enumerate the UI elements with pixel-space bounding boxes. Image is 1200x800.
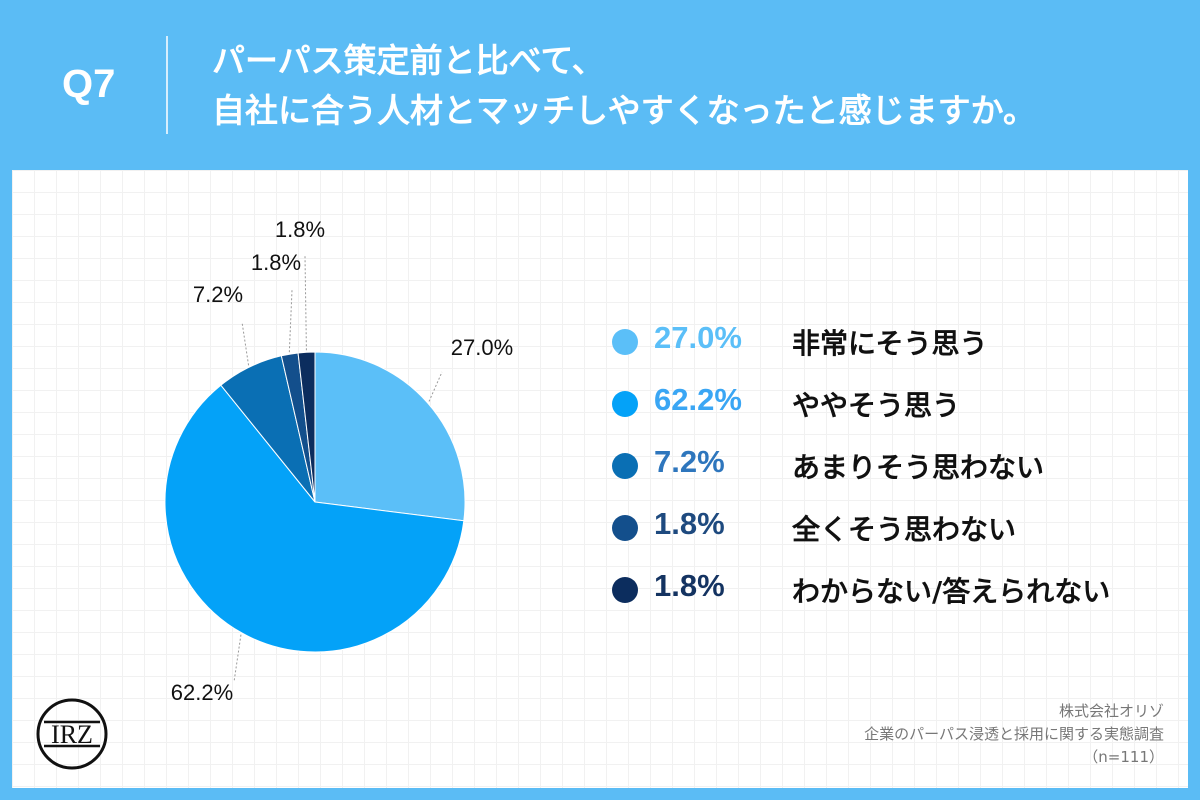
footer-company: 株式会社オリゾ <box>1058 702 1164 720</box>
footer-survey: 企業のパーパス浸透と採用に関する実態調査 <box>864 725 1164 743</box>
header-divider <box>166 36 168 134</box>
legend-item-2: 7.2% あまりそう思わない <box>612 440 1172 502</box>
legend-dot-icon <box>612 329 638 355</box>
data-label-0: 27.0% <box>451 335 513 360</box>
header: Q7 パーパス策定前と比べて、 自社に合う人材とマッチしやすくなったと感じますか… <box>0 0 1200 170</box>
question-title-line2: 自社に合う人材とマッチしやすくなったと感じますか。 <box>212 91 1037 130</box>
data-label-2: 7.2% <box>193 282 243 307</box>
legend-percent: 1.8% <box>654 568 725 603</box>
legend-dot-icon <box>612 453 638 479</box>
footer: 株式会社オリゾ 企業のパーパス浸透と採用に関する実態調査 （n=111） <box>864 700 1164 769</box>
legend-label: 非常にそう思う <box>792 327 988 360</box>
legend-percent: 62.2% <box>654 382 742 417</box>
orizo-logo: IRZ <box>36 698 108 770</box>
legend-label: ややそう思う <box>792 389 961 422</box>
data-label-1: 62.2% <box>171 680 233 705</box>
leader-line-0 <box>428 371 443 402</box>
legend-percent: 1.8% <box>654 506 725 541</box>
legend-item-3: 1.8% 全くそう思わない <box>612 502 1172 564</box>
legend-label: あまりそう思わない <box>792 451 1045 484</box>
chart-legend: 27.0% 非常にそう思う 62.2% ややそう思う 7.2% あまりそう思わない 1.8%… <box>612 316 1172 626</box>
data-label-4: 1.8% <box>275 217 325 242</box>
footer-sample: （n=111） <box>1083 748 1164 766</box>
legend-label: わからない/答えられない <box>792 575 1111 608</box>
legend-dot-icon <box>612 577 638 603</box>
legend-item-0: 27.0% 非常にそう思う <box>612 316 1172 378</box>
leader-line-3 <box>288 289 293 353</box>
legend-item-4: 1.8% わからない/答えられない <box>612 564 1172 626</box>
question-number: Q7 <box>62 62 116 106</box>
pie-slice-4 <box>297 351 316 503</box>
question-title: パーパス策定前と比べて、 自社に合う人材とマッチしやすくなったと感じますか。 <box>212 36 1036 136</box>
pie-slice-0 <box>314 351 466 522</box>
legend-item-1: 62.2% ややそう思う <box>612 378 1172 440</box>
logo-text: IRZ <box>51 720 93 749</box>
leader-line-4 <box>304 255 307 351</box>
legend-percent: 27.0% <box>654 320 742 355</box>
pie-slice-1 <box>164 384 465 653</box>
legend-label: 全くそう思わない <box>792 513 1017 546</box>
data-label-3: 1.8% <box>251 250 301 275</box>
legend-percent: 7.2% <box>654 444 725 479</box>
legend-dot-icon <box>612 391 638 417</box>
leader-line-2 <box>241 321 250 366</box>
question-title-line1: パーパス策定前と比べて、 <box>212 41 605 80</box>
leader-line-1 <box>233 634 242 683</box>
legend-dot-icon <box>612 515 638 541</box>
